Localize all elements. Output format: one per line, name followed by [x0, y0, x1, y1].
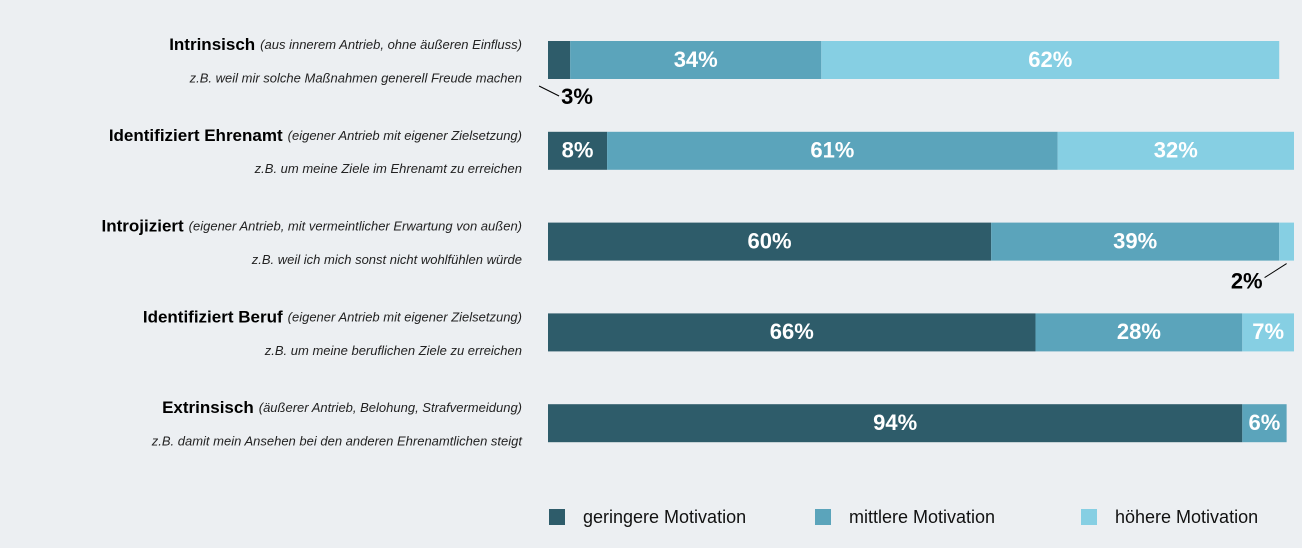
- category-example: z.B. weil mir solche Maßnahmen generell …: [189, 70, 522, 85]
- category-note: (eigener Antrieb mit eigener Zielsetzung…: [288, 128, 522, 143]
- value-label: 32%: [1154, 138, 1198, 163]
- bar-segment: [548, 313, 1036, 352]
- value-label: 34%: [674, 47, 718, 72]
- bar-segment: [1242, 404, 1287, 443]
- legend-swatch: [815, 509, 831, 525]
- category-note: (aus innerem Antrieb, ohne äußeren Einfl…: [260, 37, 522, 52]
- value-label: 39%: [1113, 228, 1157, 253]
- value-label: 8%: [562, 138, 594, 163]
- bar-segment: [548, 222, 992, 261]
- value-label: 6%: [1249, 410, 1281, 435]
- bar-segment: [1242, 313, 1294, 352]
- category-label: Intrinsisch (aus innerem Antrieb, ohne äu…: [169, 35, 522, 54]
- value-label: 94%: [873, 410, 917, 435]
- category-example: z.B. weil ich mich sonst nicht wohlfühle…: [251, 252, 522, 267]
- legend-label: geringere Motivation: [583, 507, 746, 527]
- bar-segment: [821, 41, 1280, 79]
- value-label: 62%: [1028, 47, 1072, 72]
- category-note: (eigener Antrieb mit eigener Zielsetzung…: [288, 310, 522, 325]
- legend-swatch: [1081, 509, 1097, 525]
- bar-segment: [1279, 222, 1294, 261]
- category-name: Intrinsisch: [169, 35, 255, 54]
- leader-line: [1264, 263, 1287, 279]
- bar-segment: [548, 404, 1243, 443]
- category-example: z.B. um meine Ziele im Ehrenamt zu errei…: [254, 161, 522, 176]
- legend-swatch: [549, 509, 565, 525]
- category-name: Identifiziert Ehrenamt: [109, 126, 283, 145]
- category-name: Identifiziert Beruf: [143, 308, 283, 327]
- bar-segment: [548, 131, 608, 170]
- legend-label: höhere Motivation: [1115, 507, 1258, 527]
- legend-label: mittlere Motivation: [849, 507, 995, 527]
- category-label: Identifiziert Ehrenamt (eigener Antrieb m…: [109, 126, 522, 145]
- category-label: Introjiziert (eigener Antrieb, mit vermei…: [102, 217, 523, 236]
- value-label: 3%: [561, 84, 593, 109]
- value-label: 66%: [770, 319, 814, 344]
- bar-segment: [548, 41, 571, 79]
- bar-segment: [1035, 313, 1243, 352]
- category-name: Introjiziert: [102, 217, 185, 236]
- value-label: 60%: [748, 228, 792, 253]
- category-name: Extrinsisch: [162, 399, 254, 418]
- category-note: (äußerer Antrieb, Belohung, Strafvermeid…: [259, 401, 522, 416]
- category-label: Identifiziert Beruf (eigener Antrieb mit …: [143, 308, 522, 327]
- bar-segment: [607, 131, 1058, 170]
- category-note: (eigener Antrieb, mit vermeintlicher Erw…: [189, 219, 522, 234]
- value-label: 28%: [1117, 319, 1161, 344]
- value-label: 2%: [1231, 268, 1263, 293]
- bar-segment: [1057, 131, 1294, 170]
- value-label: 7%: [1252, 319, 1284, 344]
- category-example: z.B. um meine beruflichen Ziele zu errei…: [264, 343, 522, 358]
- value-label: 61%: [810, 138, 854, 163]
- category-example: z.B. damit mein Ansehen bei den anderen …: [151, 434, 524, 449]
- category-label: Extrinsisch (äußerer Antrieb, Belohung, S…: [162, 399, 522, 418]
- bar-segment: [570, 41, 822, 79]
- bar-segment: [991, 222, 1280, 261]
- leader-line: [538, 85, 560, 97]
